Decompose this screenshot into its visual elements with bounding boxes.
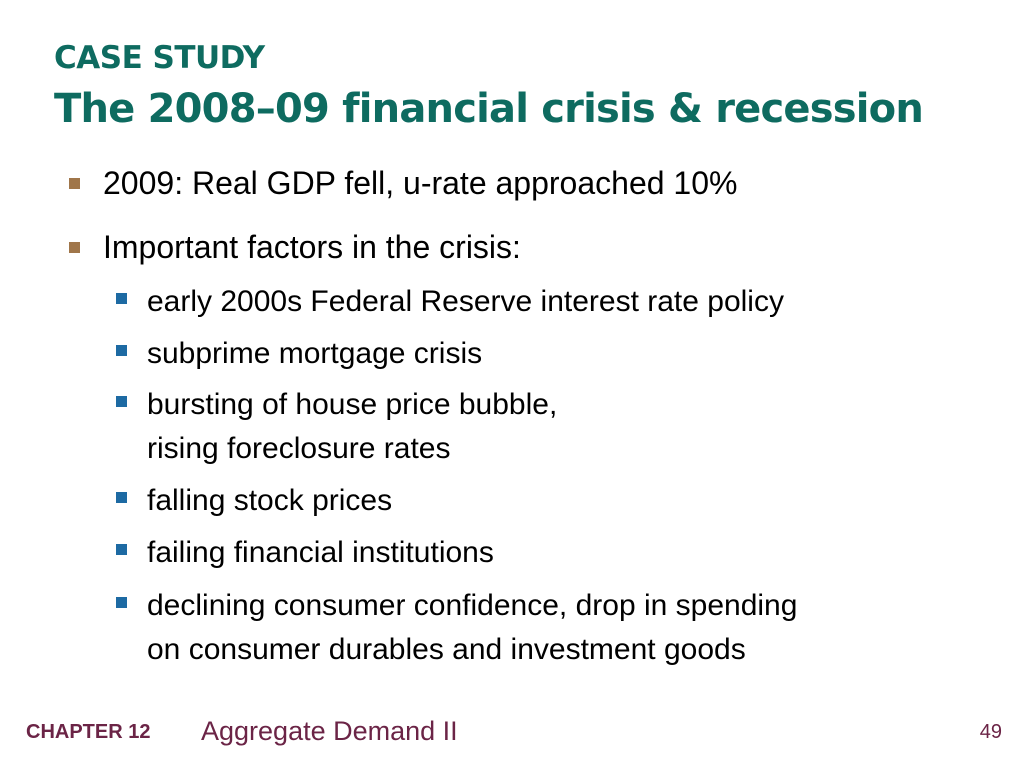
footer-chapter-title: Aggregate Demand II	[201, 716, 458, 746]
case-study-label: CASE STUDY	[54, 40, 265, 76]
sub-bullet-item: failing financial institutions	[116, 531, 494, 575]
bullet-item: 2009: Real GDP fell, u-rate approached 1…	[69, 165, 738, 202]
square-bullet-icon	[116, 293, 127, 304]
sub-bullet-text: bursting of house price bubble,	[147, 388, 558, 421]
bullet-item: Important factors in the crisis:	[69, 229, 521, 266]
square-bullet-icon	[116, 345, 127, 356]
square-bullet-icon	[116, 544, 127, 555]
page-number: 49	[979, 721, 1002, 743]
square-bullet-icon	[116, 597, 127, 608]
sub-bullet-item: subprime mortgage crisis	[116, 332, 483, 376]
square-bullet-icon	[116, 492, 127, 503]
sub-bullet-item: declining consumer confidence, drop in s…	[116, 584, 798, 672]
bullet-text: 2009: Real GDP fell, u-rate approached 1…	[103, 165, 738, 201]
sub-bullet-text-continued: on consumer durables and investment good…	[147, 633, 746, 666]
square-bullet-icon	[116, 396, 127, 407]
sub-bullet-text: declining consumer confidence, drop in s…	[147, 589, 798, 622]
sub-bullet-text: subprime mortgage crisis	[147, 337, 483, 370]
footer-chapter-label: CHAPTER 12	[26, 721, 151, 743]
sub-bullet-text-continued: rising foreclosure rates	[147, 432, 451, 465]
sub-bullet-text: falling stock prices	[147, 484, 393, 517]
bullet-text: Important factors in the crisis:	[103, 229, 521, 265]
sub-bullet-item: bursting of house price bubble, rising f…	[116, 383, 558, 471]
sub-bullet-item: falling stock prices	[116, 479, 393, 523]
sub-bullet-item: early 2000s Federal Reserve interest rat…	[116, 280, 784, 324]
square-bullet-icon	[69, 178, 80, 189]
square-bullet-icon	[69, 242, 80, 253]
sub-bullet-text: failing financial institutions	[147, 536, 494, 569]
slide-title: The 2008–09 financial crisis & recession	[54, 86, 924, 132]
sub-bullet-text: early 2000s Federal Reserve interest rat…	[147, 285, 784, 318]
